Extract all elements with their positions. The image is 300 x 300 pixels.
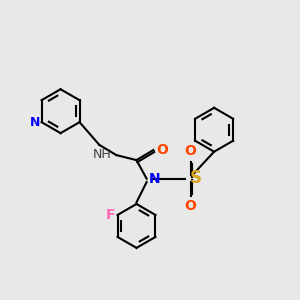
Text: O: O [184, 144, 196, 158]
Text: S: S [190, 169, 202, 187]
Text: O: O [156, 143, 168, 157]
Text: N: N [149, 172, 161, 186]
Text: N: N [30, 116, 40, 129]
Text: NH: NH [92, 148, 111, 161]
Text: F: F [106, 208, 115, 222]
Text: O: O [184, 199, 196, 213]
